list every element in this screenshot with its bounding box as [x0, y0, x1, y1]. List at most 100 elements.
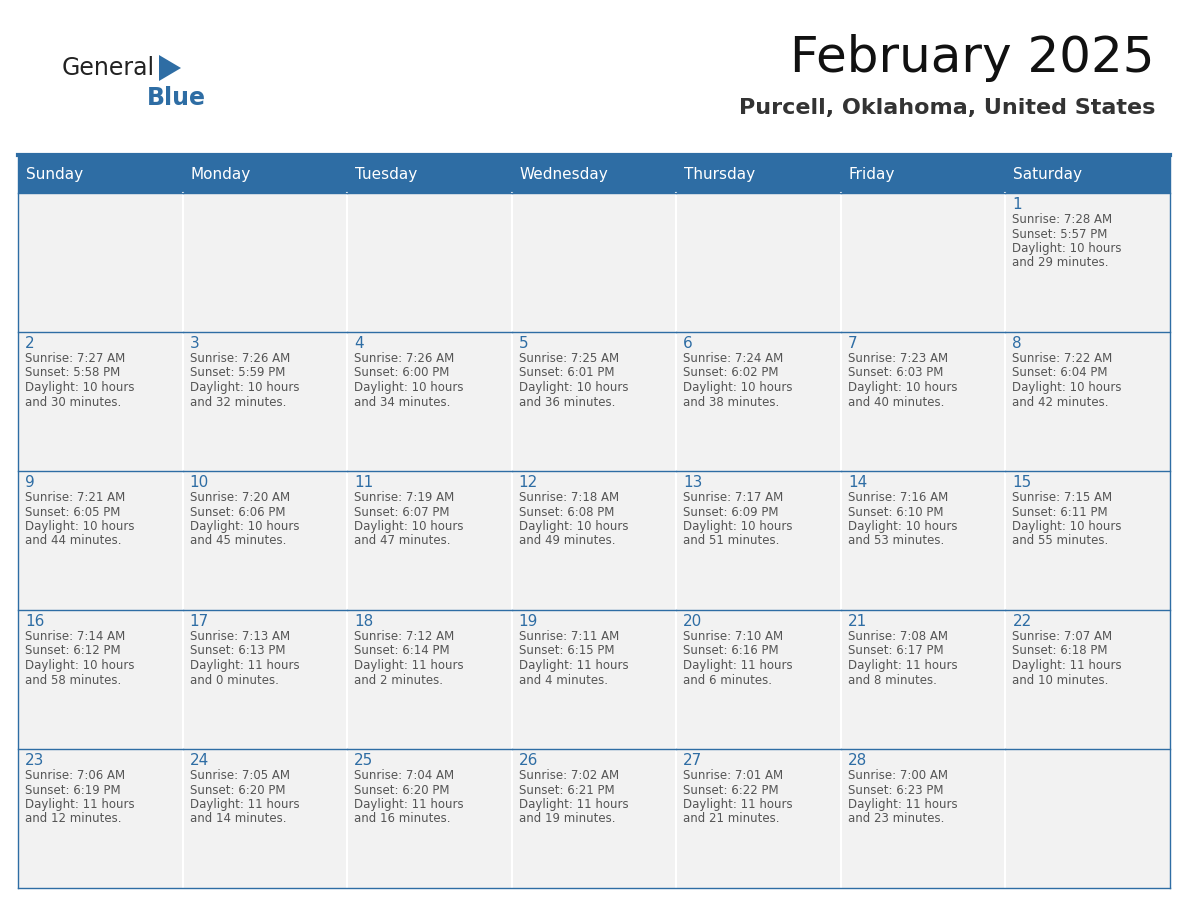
Bar	[512, 155, 676, 193]
Text: Sunrise: 7:07 AM: Sunrise: 7:07 AM	[1012, 630, 1112, 643]
Text: 2: 2	[25, 336, 34, 351]
Text: and 30 minutes.: and 30 minutes.	[25, 396, 121, 409]
Text: and 6 minutes.: and 6 minutes.	[683, 674, 772, 687]
Text: Saturday: Saturday	[1013, 166, 1082, 182]
Text: Sunrise: 7:22 AM: Sunrise: 7:22 AM	[1012, 352, 1113, 365]
Bar	[18, 610, 183, 749]
Text: Sunset: 6:10 PM: Sunset: 6:10 PM	[848, 506, 943, 519]
Text: Daylight: 10 hours: Daylight: 10 hours	[25, 381, 134, 394]
Text: Sunrise: 7:15 AM: Sunrise: 7:15 AM	[1012, 491, 1112, 504]
Text: Tuesday: Tuesday	[355, 166, 417, 182]
Text: and 45 minutes.: and 45 minutes.	[190, 534, 286, 547]
Bar	[347, 332, 512, 471]
Text: Sunrise: 7:18 AM: Sunrise: 7:18 AM	[519, 491, 619, 504]
Text: 26: 26	[519, 753, 538, 768]
Text: 11: 11	[354, 475, 373, 490]
Bar	[841, 610, 1005, 749]
Text: and 40 minutes.: and 40 minutes.	[848, 396, 944, 409]
Bar	[183, 332, 347, 471]
Text: and 34 minutes.: and 34 minutes.	[354, 396, 450, 409]
Bar	[676, 193, 841, 332]
Bar	[18, 749, 183, 888]
Text: 23: 23	[25, 753, 44, 768]
Text: and 8 minutes.: and 8 minutes.	[848, 674, 936, 687]
Text: Daylight: 10 hours: Daylight: 10 hours	[683, 381, 792, 394]
Text: Sunrise: 7:17 AM: Sunrise: 7:17 AM	[683, 491, 784, 504]
Text: Sunset: 6:09 PM: Sunset: 6:09 PM	[683, 506, 779, 519]
Text: Sunset: 6:06 PM: Sunset: 6:06 PM	[190, 506, 285, 519]
Bar	[512, 193, 676, 332]
Text: 9: 9	[25, 475, 34, 490]
Text: Wednesday: Wednesday	[519, 166, 608, 182]
Text: 20: 20	[683, 614, 702, 629]
Text: and 55 minutes.: and 55 minutes.	[1012, 534, 1108, 547]
Text: Sunset: 6:19 PM: Sunset: 6:19 PM	[25, 783, 121, 797]
Text: Daylight: 10 hours: Daylight: 10 hours	[25, 520, 134, 533]
Text: and 12 minutes.: and 12 minutes.	[25, 812, 121, 825]
Bar	[183, 749, 347, 888]
Bar	[1005, 155, 1170, 193]
Bar	[18, 471, 183, 610]
Text: and 42 minutes.: and 42 minutes.	[1012, 396, 1108, 409]
Text: Sunset: 6:16 PM: Sunset: 6:16 PM	[683, 644, 779, 657]
Polygon shape	[159, 55, 181, 81]
Text: Sunset: 6:00 PM: Sunset: 6:00 PM	[354, 366, 449, 379]
Text: and 47 minutes.: and 47 minutes.	[354, 534, 450, 547]
Bar	[183, 471, 347, 610]
Text: 27: 27	[683, 753, 702, 768]
Text: 12: 12	[519, 475, 538, 490]
Bar	[1005, 749, 1170, 888]
Text: 4: 4	[354, 336, 364, 351]
Text: and 58 minutes.: and 58 minutes.	[25, 674, 121, 687]
Text: and 16 minutes.: and 16 minutes.	[354, 812, 450, 825]
Text: Daylight: 10 hours: Daylight: 10 hours	[190, 381, 299, 394]
Text: Sunset: 6:20 PM: Sunset: 6:20 PM	[190, 783, 285, 797]
Text: Daylight: 10 hours: Daylight: 10 hours	[519, 381, 628, 394]
Text: and 44 minutes.: and 44 minutes.	[25, 534, 121, 547]
Text: Daylight: 10 hours: Daylight: 10 hours	[190, 520, 299, 533]
Bar	[676, 749, 841, 888]
Text: 13: 13	[683, 475, 702, 490]
Text: Daylight: 10 hours: Daylight: 10 hours	[25, 659, 134, 672]
Text: Sunrise: 7:25 AM: Sunrise: 7:25 AM	[519, 352, 619, 365]
Text: and 29 minutes.: and 29 minutes.	[1012, 256, 1108, 270]
Text: Sunset: 6:08 PM: Sunset: 6:08 PM	[519, 506, 614, 519]
Text: and 36 minutes.: and 36 minutes.	[519, 396, 615, 409]
Text: Sunset: 6:17 PM: Sunset: 6:17 PM	[848, 644, 943, 657]
Text: Sunrise: 7:27 AM: Sunrise: 7:27 AM	[25, 352, 125, 365]
Text: 18: 18	[354, 614, 373, 629]
Text: Thursday: Thursday	[684, 166, 756, 182]
Text: 17: 17	[190, 614, 209, 629]
Text: Daylight: 10 hours: Daylight: 10 hours	[848, 381, 958, 394]
Text: 21: 21	[848, 614, 867, 629]
Bar	[512, 332, 676, 471]
Text: Sunset: 6:14 PM: Sunset: 6:14 PM	[354, 644, 450, 657]
Text: Daylight: 10 hours: Daylight: 10 hours	[354, 381, 463, 394]
Text: Sunrise: 7:26 AM: Sunrise: 7:26 AM	[354, 352, 454, 365]
Text: and 53 minutes.: and 53 minutes.	[848, 534, 944, 547]
Bar	[841, 332, 1005, 471]
Bar	[1005, 471, 1170, 610]
Text: 25: 25	[354, 753, 373, 768]
Text: Friday: Friday	[849, 166, 896, 182]
Text: Blue: Blue	[147, 86, 206, 110]
Text: and 51 minutes.: and 51 minutes.	[683, 534, 779, 547]
Text: and 2 minutes.: and 2 minutes.	[354, 674, 443, 687]
Text: Sunrise: 7:14 AM: Sunrise: 7:14 AM	[25, 630, 125, 643]
Text: Daylight: 11 hours: Daylight: 11 hours	[683, 659, 792, 672]
Bar	[183, 155, 347, 193]
Text: Sunrise: 7:04 AM: Sunrise: 7:04 AM	[354, 769, 454, 782]
Text: Daylight: 11 hours: Daylight: 11 hours	[848, 798, 958, 811]
Text: Sunrise: 7:02 AM: Sunrise: 7:02 AM	[519, 769, 619, 782]
Text: Sunrise: 7:06 AM: Sunrise: 7:06 AM	[25, 769, 125, 782]
Bar	[512, 749, 676, 888]
Text: Sunrise: 7:00 AM: Sunrise: 7:00 AM	[848, 769, 948, 782]
Text: Daylight: 11 hours: Daylight: 11 hours	[683, 798, 792, 811]
Text: Sunset: 6:07 PM: Sunset: 6:07 PM	[354, 506, 449, 519]
Text: Sunset: 6:23 PM: Sunset: 6:23 PM	[848, 783, 943, 797]
Text: Purcell, Oklahoma, United States: Purcell, Oklahoma, United States	[739, 98, 1155, 118]
Text: Sunset: 6:22 PM: Sunset: 6:22 PM	[683, 783, 779, 797]
Text: and 49 minutes.: and 49 minutes.	[519, 534, 615, 547]
Text: Sunset: 6:03 PM: Sunset: 6:03 PM	[848, 366, 943, 379]
Text: Sunset: 6:18 PM: Sunset: 6:18 PM	[1012, 644, 1108, 657]
